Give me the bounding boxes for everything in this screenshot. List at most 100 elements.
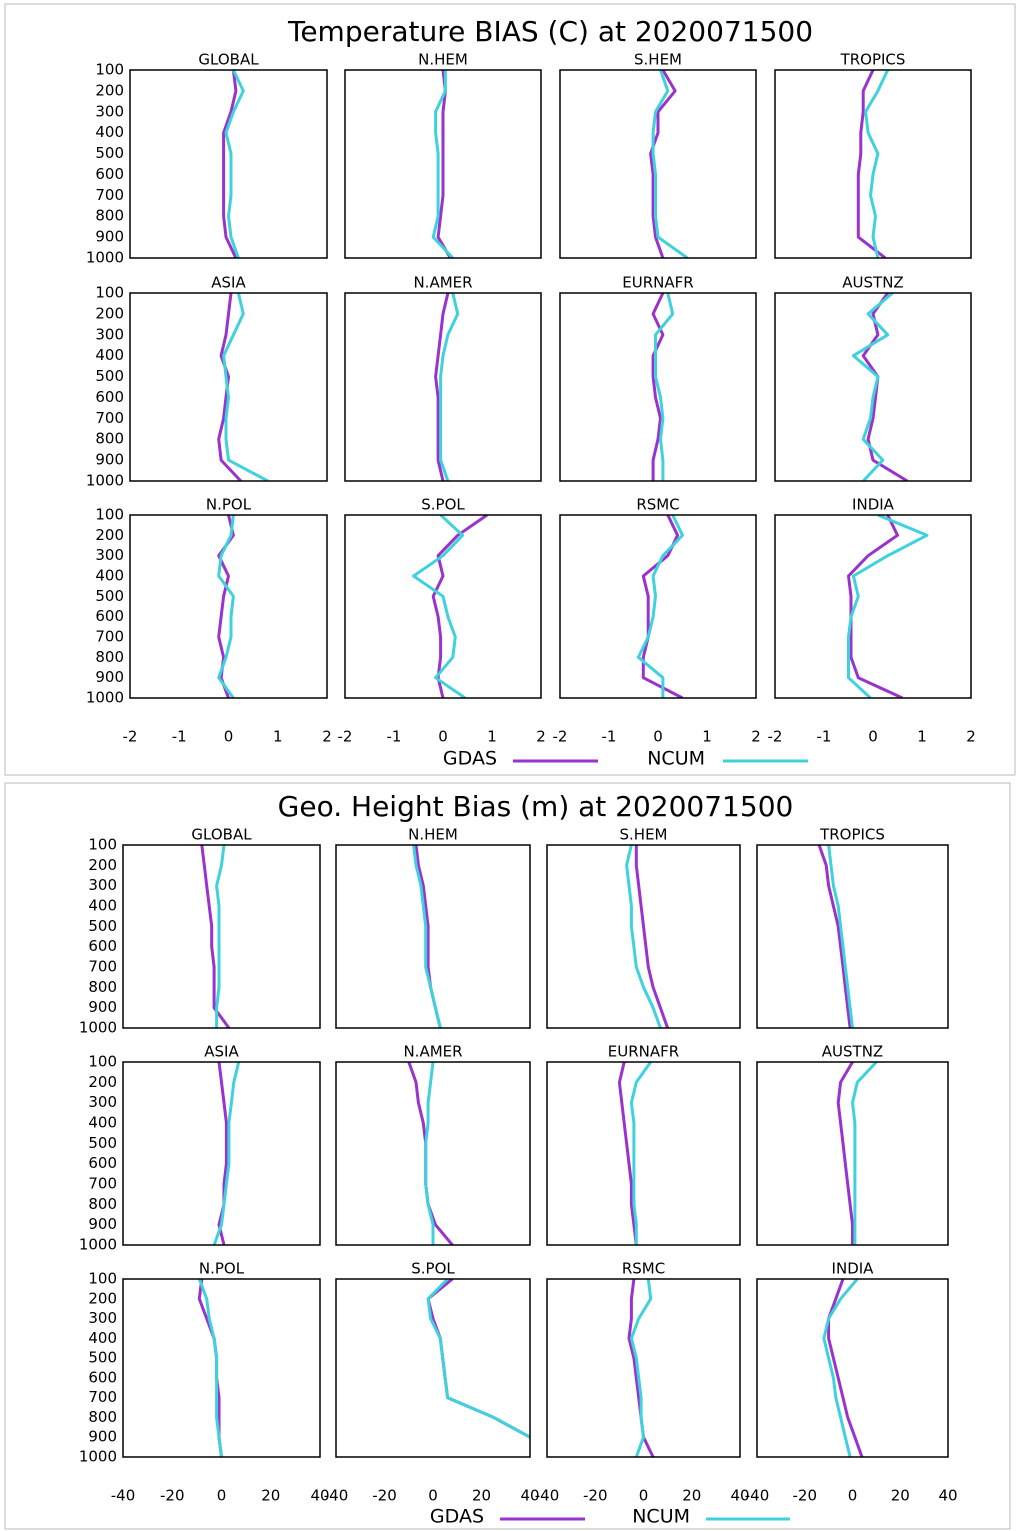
profile-line	[651, 70, 689, 258]
panel-plot	[649, 70, 689, 258]
panel-frame	[756, 844, 949, 1029]
panel-plot	[217, 293, 269, 481]
profile-line	[215, 845, 226, 1028]
panel-title: GLOBAL	[191, 826, 252, 844]
profile-line	[817, 845, 852, 1028]
y-tick-label: 300	[95, 325, 124, 343]
x-tick-label: -40	[111, 1487, 136, 1505]
panel-frame	[546, 844, 741, 1029]
profile-line	[822, 1279, 859, 1457]
y-tick-label: 700	[88, 958, 117, 976]
y-tick-label: 500	[95, 144, 124, 162]
profile-line	[851, 1062, 878, 1245]
panel-title: N.AMER	[413, 274, 472, 292]
profile-line	[629, 1062, 652, 1245]
panel-title: S.POL	[411, 1260, 455, 1278]
x-tick-label: 20	[472, 1487, 491, 1505]
panel-plot	[431, 70, 454, 258]
chart-title: Temperature BIAS (C) at 2020071500	[287, 15, 813, 48]
x-tick-label: 40	[730, 1487, 749, 1505]
profile-line	[617, 1062, 638, 1245]
y-tick-label: 600	[88, 937, 117, 955]
panel-plot	[617, 1062, 652, 1245]
panel-plot	[197, 1279, 223, 1457]
panel-frame	[344, 69, 542, 259]
x-tick-label: 0	[653, 728, 663, 746]
y-tick-label: 900	[95, 668, 124, 686]
x-tick-label: 40	[310, 1487, 329, 1505]
x-tick-label: -20	[583, 1487, 608, 1505]
y-tick-label: 500	[88, 1349, 117, 1367]
y-tick-label: 600	[88, 1154, 117, 1172]
panel-frame	[122, 1061, 321, 1246]
y-tick-label: 1000	[86, 472, 124, 490]
panel-plot	[636, 515, 684, 698]
y-tick-label: 100	[88, 836, 117, 854]
panel-plot	[217, 515, 235, 698]
x-tick-label: -2	[553, 728, 568, 746]
y-tick-label: 800	[88, 1195, 117, 1213]
panel-plot	[412, 515, 488, 698]
panel-frame	[122, 1278, 321, 1458]
panel-frame	[559, 292, 757, 482]
y-tick-label: 900	[88, 1428, 117, 1446]
y-tick-label: 100	[88, 1270, 117, 1288]
panel-frame	[344, 514, 542, 699]
panel-title: S.POL	[421, 496, 465, 514]
profile-line	[412, 845, 442, 1028]
y-tick-label: 800	[88, 978, 117, 996]
y-tick-label: 1000	[79, 1236, 117, 1254]
panel-plot	[627, 1279, 655, 1457]
x-tick-label: -2	[768, 728, 783, 746]
profile-line	[856, 70, 887, 258]
y-tick-label: 500	[95, 587, 124, 605]
x-tick-label: -20	[793, 1487, 818, 1505]
profile-line	[414, 845, 442, 1028]
profile-line	[224, 70, 245, 258]
y-tick-label: 200	[88, 856, 117, 874]
x-tick-label: 0	[639, 1487, 649, 1505]
panel-frame	[559, 69, 757, 259]
panel-title: N.POL	[199, 1260, 245, 1278]
panel-frame	[335, 1278, 531, 1458]
x-tick-label: -40	[535, 1487, 560, 1505]
profile-line	[836, 1062, 854, 1245]
profile-line	[851, 293, 894, 481]
panel-frame	[756, 1278, 949, 1458]
y-tick-label: 600	[88, 1368, 117, 1386]
y-tick-label: 800	[95, 207, 124, 225]
y-tick-label: 100	[88, 1053, 117, 1071]
panel-title: S.HEM	[620, 826, 668, 844]
panel-title: TROPICS	[819, 826, 885, 844]
y-tick-label: 200	[95, 81, 124, 99]
profile-line	[222, 70, 238, 258]
panel-frame	[335, 844, 531, 1029]
profile-line	[627, 1279, 655, 1457]
x-tick-label: 0	[428, 1487, 438, 1505]
profile-line	[654, 293, 675, 481]
figure-frame	[4, 3, 1016, 776]
panel-title: N.POL	[206, 496, 252, 514]
y-tick-label: 900	[95, 228, 124, 246]
x-tick-label: -2	[123, 728, 138, 746]
y-tick-label: 400	[95, 346, 124, 364]
profile-line	[439, 293, 460, 481]
panel-frame	[774, 69, 972, 259]
y-tick-label: 400	[88, 1114, 117, 1132]
y-tick-label: 300	[88, 1309, 117, 1327]
x-tick-label: 0	[217, 1487, 227, 1505]
panel-title: N.HEM	[408, 826, 458, 844]
y-tick-label: 200	[88, 1289, 117, 1307]
y-tick-label: 200	[95, 526, 124, 544]
y-tick-label: 500	[88, 917, 117, 935]
profile-line	[197, 1279, 223, 1457]
y-tick-label: 500	[88, 1134, 117, 1152]
y-tick-label: 500	[95, 367, 124, 385]
panel-plot	[212, 1062, 241, 1245]
y-tick-label: 200	[88, 1073, 117, 1091]
y-tick-label: 100	[95, 506, 124, 524]
panel-title: RSMC	[636, 496, 679, 514]
y-tick-label: 1000	[79, 1448, 117, 1466]
profile-line	[636, 515, 684, 698]
